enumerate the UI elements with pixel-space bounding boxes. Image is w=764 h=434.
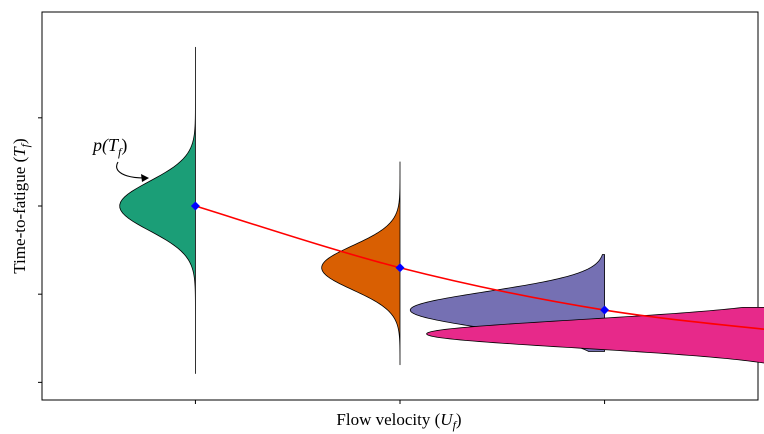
mean-marker-1 [190, 201, 200, 211]
y-axis-label: Time-to-fatigue (Tf) [10, 138, 32, 273]
density-layer [119, 46, 764, 374]
mean-marker-2 [395, 263, 405, 273]
annotation-arrowhead [141, 174, 149, 182]
trend-curve [195, 205, 764, 330]
annotation-label: p(Tf) [91, 135, 127, 159]
density-4 [426, 307, 764, 364]
density-2 [321, 161, 401, 366]
x-axis-label: Flow velocity (Uf) [336, 410, 461, 432]
mean-marker-3 [600, 305, 610, 315]
annotation-arrow [116, 161, 145, 179]
density-annotation: p(Tf) [91, 135, 149, 182]
mean-markers [190, 201, 610, 315]
density-1 [119, 46, 196, 374]
axis-ticks [38, 117, 606, 404]
